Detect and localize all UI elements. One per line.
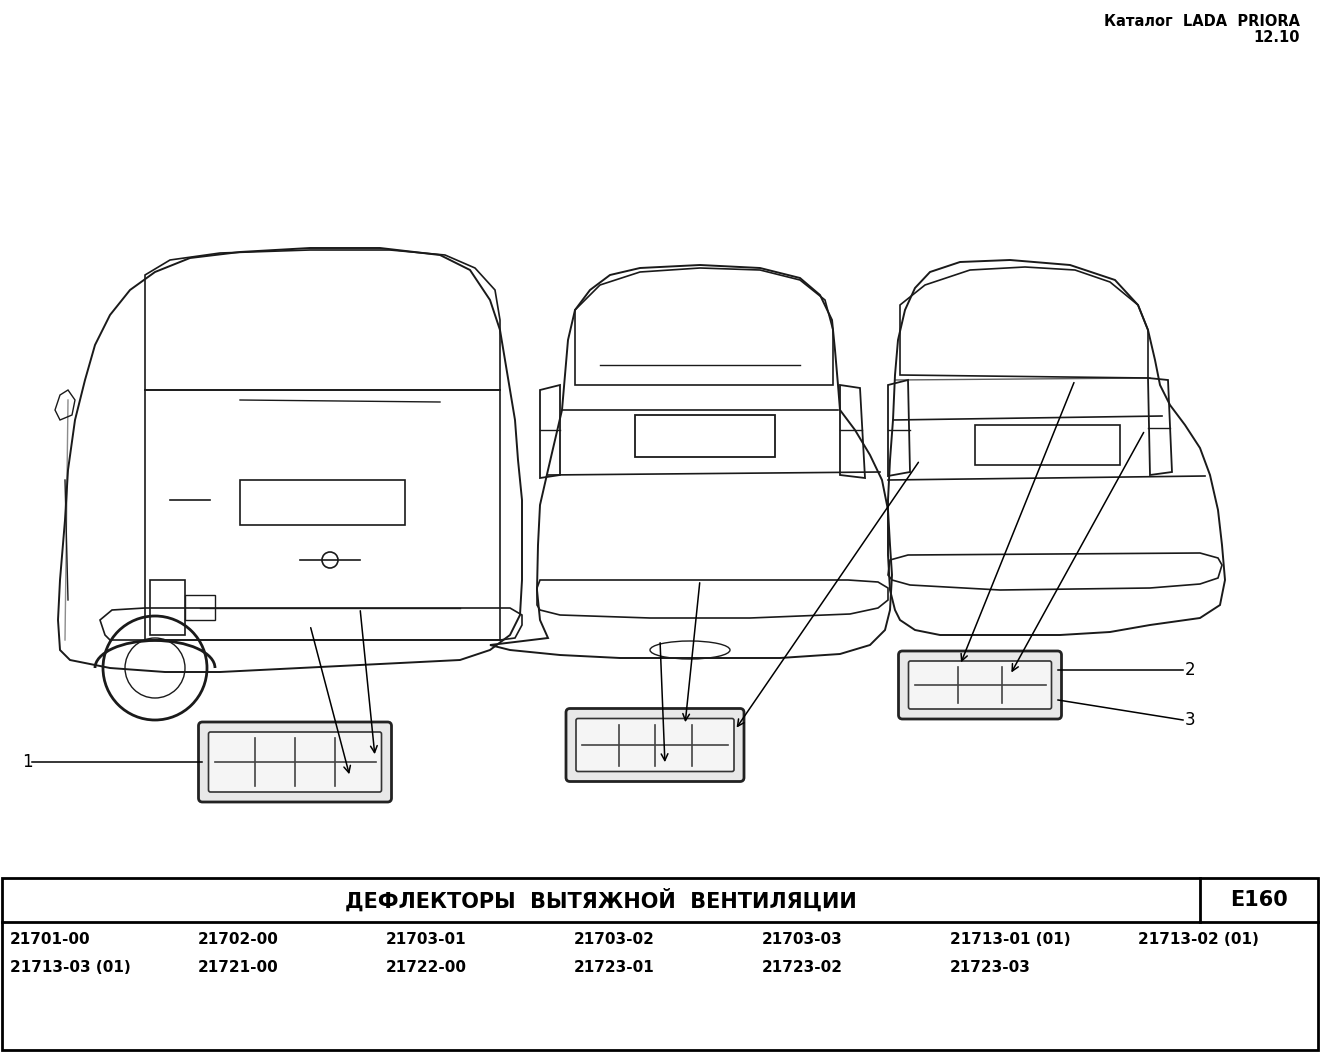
Text: 3: 3 (1185, 711, 1196, 729)
Text: 21721-00: 21721-00 (198, 960, 279, 975)
FancyBboxPatch shape (899, 651, 1061, 719)
Text: 2: 2 (1185, 661, 1196, 679)
Bar (975, 425, 1119, 465)
Text: 21713-01 (01): 21713-01 (01) (950, 933, 1071, 948)
Text: 21702-00: 21702-00 (198, 933, 279, 948)
Text: 21723-03: 21723-03 (950, 960, 1031, 975)
Text: 21722-00: 21722-00 (385, 960, 467, 975)
Text: 21703-01: 21703-01 (385, 933, 467, 948)
Bar (635, 415, 775, 457)
Text: E160: E160 (1230, 890, 1288, 910)
Bar (150, 580, 185, 635)
Text: 21713-02 (01): 21713-02 (01) (1138, 933, 1259, 948)
Text: ДЕФЛЕКТОРЫ  ВЫТЯЖНОЙ  ВЕНТИЛЯЦИИ: ДЕФЛЕКТОРЫ ВЫТЯЖНОЙ ВЕНТИЛЯЦИИ (345, 889, 857, 912)
Bar (185, 595, 215, 620)
Text: 21723-01: 21723-01 (574, 960, 655, 975)
Text: 1: 1 (22, 753, 33, 771)
Text: 21703-03: 21703-03 (762, 933, 842, 948)
FancyBboxPatch shape (908, 661, 1052, 709)
Text: 21701-00: 21701-00 (11, 933, 91, 948)
Bar (240, 480, 405, 525)
Text: 21713-03 (01): 21713-03 (01) (11, 960, 131, 975)
FancyBboxPatch shape (576, 718, 734, 772)
Bar (3, 878, 1317, 1050)
Text: 12.10: 12.10 (1254, 29, 1300, 45)
FancyBboxPatch shape (198, 722, 392, 802)
Text: 21703-02: 21703-02 (574, 933, 655, 948)
FancyBboxPatch shape (209, 732, 381, 792)
Text: 21723-02: 21723-02 (762, 960, 843, 975)
Text: Каталог  LADA  PRIORA: Каталог LADA PRIORA (1104, 14, 1300, 29)
FancyBboxPatch shape (566, 709, 744, 781)
